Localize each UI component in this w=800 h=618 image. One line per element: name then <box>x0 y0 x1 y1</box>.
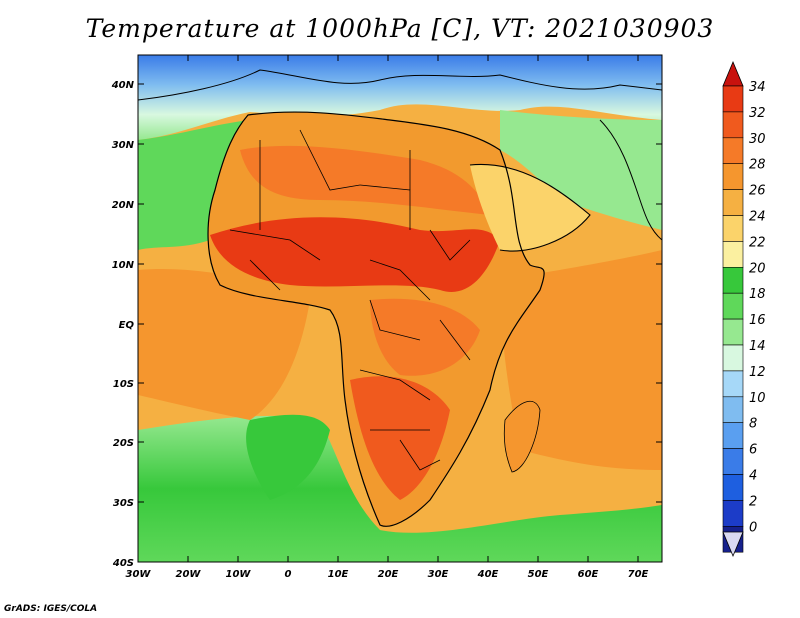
colorbar-label: 24 <box>749 210 766 225</box>
map-frame <box>137 54 663 563</box>
lat-label-40n: 40N <box>111 80 135 91</box>
southern-africa-warm <box>350 376 450 500</box>
country-borders <box>229 129 471 471</box>
colorbar-label: 20 <box>749 261 766 276</box>
colorbar-label: 28 <box>749 158 766 173</box>
colorbar-label: 32 <box>749 106 766 121</box>
colorbar-box <box>722 189 744 216</box>
lon-label-30w: 30W <box>126 569 152 580</box>
colorbar-box <box>722 266 744 294</box>
colorbar-box <box>722 215 744 242</box>
indian-ocean-warm <box>500 250 662 470</box>
colorbar-label: 30 <box>749 132 766 147</box>
lat-label-10n: 10N <box>112 260 135 271</box>
colorbar-box <box>722 241 744 268</box>
colorbar-label: 14 <box>749 339 766 354</box>
colorbar-label: 6 <box>749 443 757 458</box>
sahel-hot-band <box>210 217 500 292</box>
colorbar-low-arrow <box>722 531 744 558</box>
colorbar-label: 12 <box>749 365 766 380</box>
colorbar-box <box>722 318 744 346</box>
colorbar-label: 34 <box>749 80 766 95</box>
colorbar-box <box>722 344 744 372</box>
lon-label-20w: 20W <box>176 569 202 580</box>
sahara-warm <box>240 145 490 215</box>
colorbar-box <box>722 500 744 527</box>
madagascar <box>503 400 541 473</box>
lon-label-40e: 40E <box>477 569 499 580</box>
colorbar-box <box>722 137 744 165</box>
lat-ticks <box>138 83 662 503</box>
colorbar-box <box>722 292 744 320</box>
colorbar-label: 2 <box>749 494 757 509</box>
lat-label-10s: 10S <box>113 379 134 390</box>
central-africa-warm <box>370 298 480 376</box>
lon-label-50e: 50E <box>528 569 549 580</box>
lon-label-20e: 20E <box>378 569 399 580</box>
coastline-india <box>599 119 662 241</box>
colorbar-box <box>722 370 744 398</box>
plot-title: Temperature at 1000hPa [C], VT: 20210309… <box>85 14 715 43</box>
colorbar-box <box>722 85 744 113</box>
colorbar-label: 0 <box>749 520 757 535</box>
lon-label-0: 0 <box>285 569 292 580</box>
lat-label-40s: 40S <box>112 558 134 569</box>
lon-labels: 30W 20W 10W 0 10E 20E 30E 40E 50E 60E 70… <box>126 569 649 580</box>
colorbar-box <box>722 474 744 501</box>
lon-label-30e: 30E <box>428 569 449 580</box>
colorbar-box <box>722 396 744 423</box>
colorbar-high-arrow <box>722 60 744 87</box>
colorbar-label: 18 <box>749 287 766 302</box>
lat-label-eq: EQ <box>119 320 135 331</box>
coastline-europe <box>138 69 662 101</box>
arabia-land <box>470 164 590 251</box>
lat-labels: 40N 30N 20N 10N EQ 10S 20S 30S 40S <box>111 80 135 569</box>
lon-label-70e: 70E <box>628 569 649 580</box>
colorbar-box <box>722 448 744 475</box>
lat-label-20n: 20N <box>112 200 135 211</box>
lon-ticks <box>187 55 639 562</box>
lon-label-10w: 10W <box>226 569 252 580</box>
colorbar-label: 10 <box>749 391 766 406</box>
coastline-arabia <box>469 163 591 252</box>
colorbar-boxes <box>722 85 744 553</box>
colorbar-label: 22 <box>749 235 766 250</box>
coastline-africa <box>207 111 545 527</box>
northern-green-band <box>138 120 250 250</box>
south-atlantic-green <box>246 414 330 500</box>
lat-label-30s: 30S <box>113 498 134 509</box>
colorbar-box <box>722 422 744 449</box>
lat-label-20s: 20S <box>113 438 134 449</box>
lon-label-60e: 60E <box>578 569 599 580</box>
colorbar-label: 26 <box>749 184 766 199</box>
colorbar-label: 8 <box>749 417 757 432</box>
atlantic-warm <box>138 269 310 420</box>
mideast-green <box>500 110 662 230</box>
colorbar-label: 16 <box>749 313 766 328</box>
northern-cold-band <box>138 55 662 140</box>
colorbar-box <box>722 111 744 139</box>
temperature-field <box>138 55 662 562</box>
lon-label-10e: 10E <box>328 569 349 580</box>
lat-label-30n: 30N <box>112 140 135 151</box>
colorbar-box <box>722 163 744 190</box>
credit-label: GrADS: IGES/COLA <box>4 604 98 614</box>
colorbar-label: 4 <box>749 469 757 484</box>
